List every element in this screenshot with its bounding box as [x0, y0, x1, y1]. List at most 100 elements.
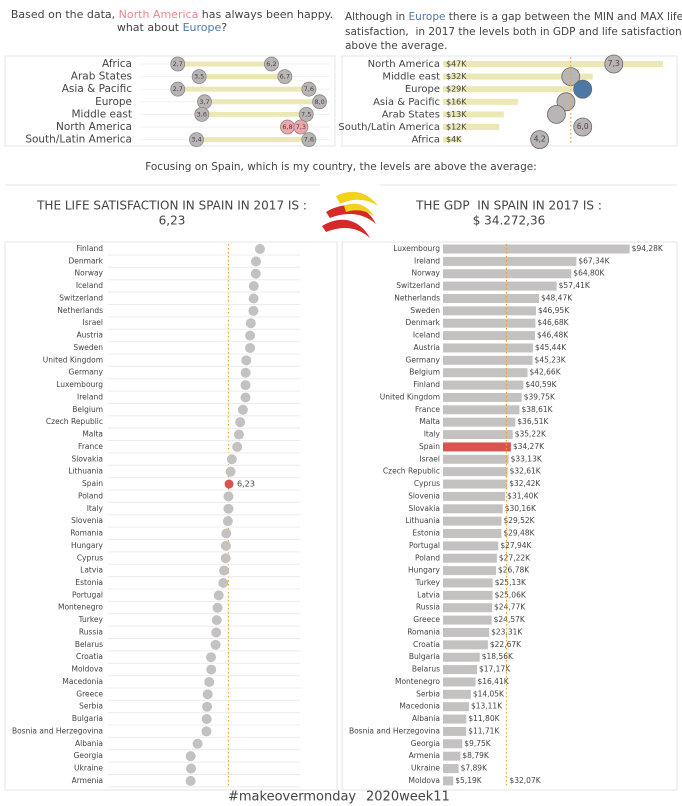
bar-label: $46,48K	[537, 331, 569, 340]
bar	[443, 331, 536, 341]
min-label: 2,7	[173, 60, 183, 68]
bar-label: $57,41K	[559, 281, 591, 290]
max-label: 6,7	[280, 73, 290, 81]
row-label: Finland	[413, 380, 440, 389]
min-dot	[189, 132, 204, 148]
max-label: 8,0	[314, 98, 324, 106]
dot	[241, 355, 252, 366]
intro-highlight: North America	[119, 8, 199, 21]
row-label: Greece	[413, 615, 440, 624]
row-label: Europe	[405, 84, 440, 95]
dot	[211, 627, 222, 638]
bar-label: $94,28K	[632, 244, 664, 253]
dot	[192, 738, 203, 749]
row-label: Macedonia	[62, 677, 103, 686]
bar	[443, 355, 533, 365]
dot	[222, 516, 233, 527]
dot	[224, 479, 234, 489]
bar-label: $25,13K	[495, 578, 527, 587]
bubble	[547, 105, 566, 124]
dot	[186, 763, 197, 774]
bar	[443, 615, 492, 625]
row-label: Austria	[77, 331, 104, 340]
bar-label: $46,95K	[538, 306, 570, 315]
dot	[225, 466, 236, 477]
max-label: 7,3	[296, 123, 306, 131]
bar	[443, 281, 557, 291]
min-label: 3,7	[199, 98, 209, 106]
bar	[443, 603, 493, 613]
dot	[245, 318, 256, 329]
intro-text: there is a gap between the MIN and MAX l…	[445, 11, 682, 23]
bar-label: $27,22K	[499, 553, 531, 562]
bar	[443, 467, 508, 477]
dot	[223, 503, 234, 514]
bar	[443, 714, 467, 724]
intro-text: what about	[117, 21, 183, 34]
bar	[443, 61, 663, 67]
dot	[248, 293, 259, 304]
row-label: Serbia	[416, 689, 440, 698]
bar-label: $12K	[446, 123, 467, 132]
dot	[226, 454, 237, 465]
bar-label: $26,78K	[498, 566, 530, 575]
bar	[443, 430, 513, 440]
panel	[341, 55, 678, 147]
row-label: Israel	[420, 454, 441, 463]
bar-label: $39,75K	[524, 392, 556, 401]
row-label: Netherlands	[57, 306, 103, 315]
row-label: Turkey	[78, 615, 104, 624]
bar	[443, 244, 630, 254]
row-label: Czech Republic	[46, 417, 103, 426]
bar-label: $9,75K	[464, 739, 491, 748]
bar	[443, 529, 502, 539]
row-label: Iceland	[76, 281, 103, 290]
row-label: Switzerland	[396, 281, 440, 290]
max-dot	[293, 119, 309, 135]
bar-label: $45,23K	[535, 355, 567, 364]
row-label: Moldova	[71, 665, 103, 674]
row-label: Italy	[424, 430, 441, 439]
row-label: Denmark	[406, 318, 441, 327]
dot	[220, 553, 231, 564]
bar	[443, 504, 503, 514]
intro-highlight: Europe	[409, 11, 446, 23]
dot	[202, 689, 213, 700]
row-label: Georgia	[74, 751, 103, 760]
min-dot	[191, 69, 207, 84]
row-label: Czech Republic	[383, 467, 440, 476]
row-label: Bosnia and Herzegovina	[349, 726, 440, 735]
row-label: Greece	[76, 689, 103, 698]
bubble	[530, 130, 550, 150]
row-label: Russia	[79, 627, 103, 636]
intro-text: Based on the data,	[11, 8, 119, 21]
bar	[443, 590, 493, 600]
bar	[443, 124, 500, 130]
bar-label: $32,42K	[509, 479, 541, 488]
dot	[250, 268, 261, 279]
row-label: Romania	[70, 529, 103, 538]
life-value: 6,23	[159, 214, 186, 228]
flag-icon	[322, 191, 378, 238]
max-dot	[301, 81, 317, 97]
bar	[443, 293, 539, 303]
bar	[443, 677, 476, 687]
bar-label: $32K	[446, 72, 467, 81]
row-label: Austria	[414, 343, 441, 352]
row-label: Sweden	[73, 343, 103, 352]
row-label: Spain	[419, 442, 440, 451]
bar	[443, 368, 528, 378]
row-label: Denmark	[69, 256, 104, 265]
bar-label: $7,89K	[461, 764, 488, 773]
bar	[443, 764, 459, 774]
dot	[240, 367, 251, 378]
dot	[211, 615, 222, 626]
intro-highlight: Europe	[183, 21, 222, 34]
row-label: Russia	[416, 603, 440, 612]
max-dot	[312, 94, 328, 110]
bar	[443, 479, 508, 489]
intro-left: Based on the data, North America has alw…	[11, 8, 333, 21]
panel	[4, 241, 338, 791]
dot	[212, 602, 223, 613]
